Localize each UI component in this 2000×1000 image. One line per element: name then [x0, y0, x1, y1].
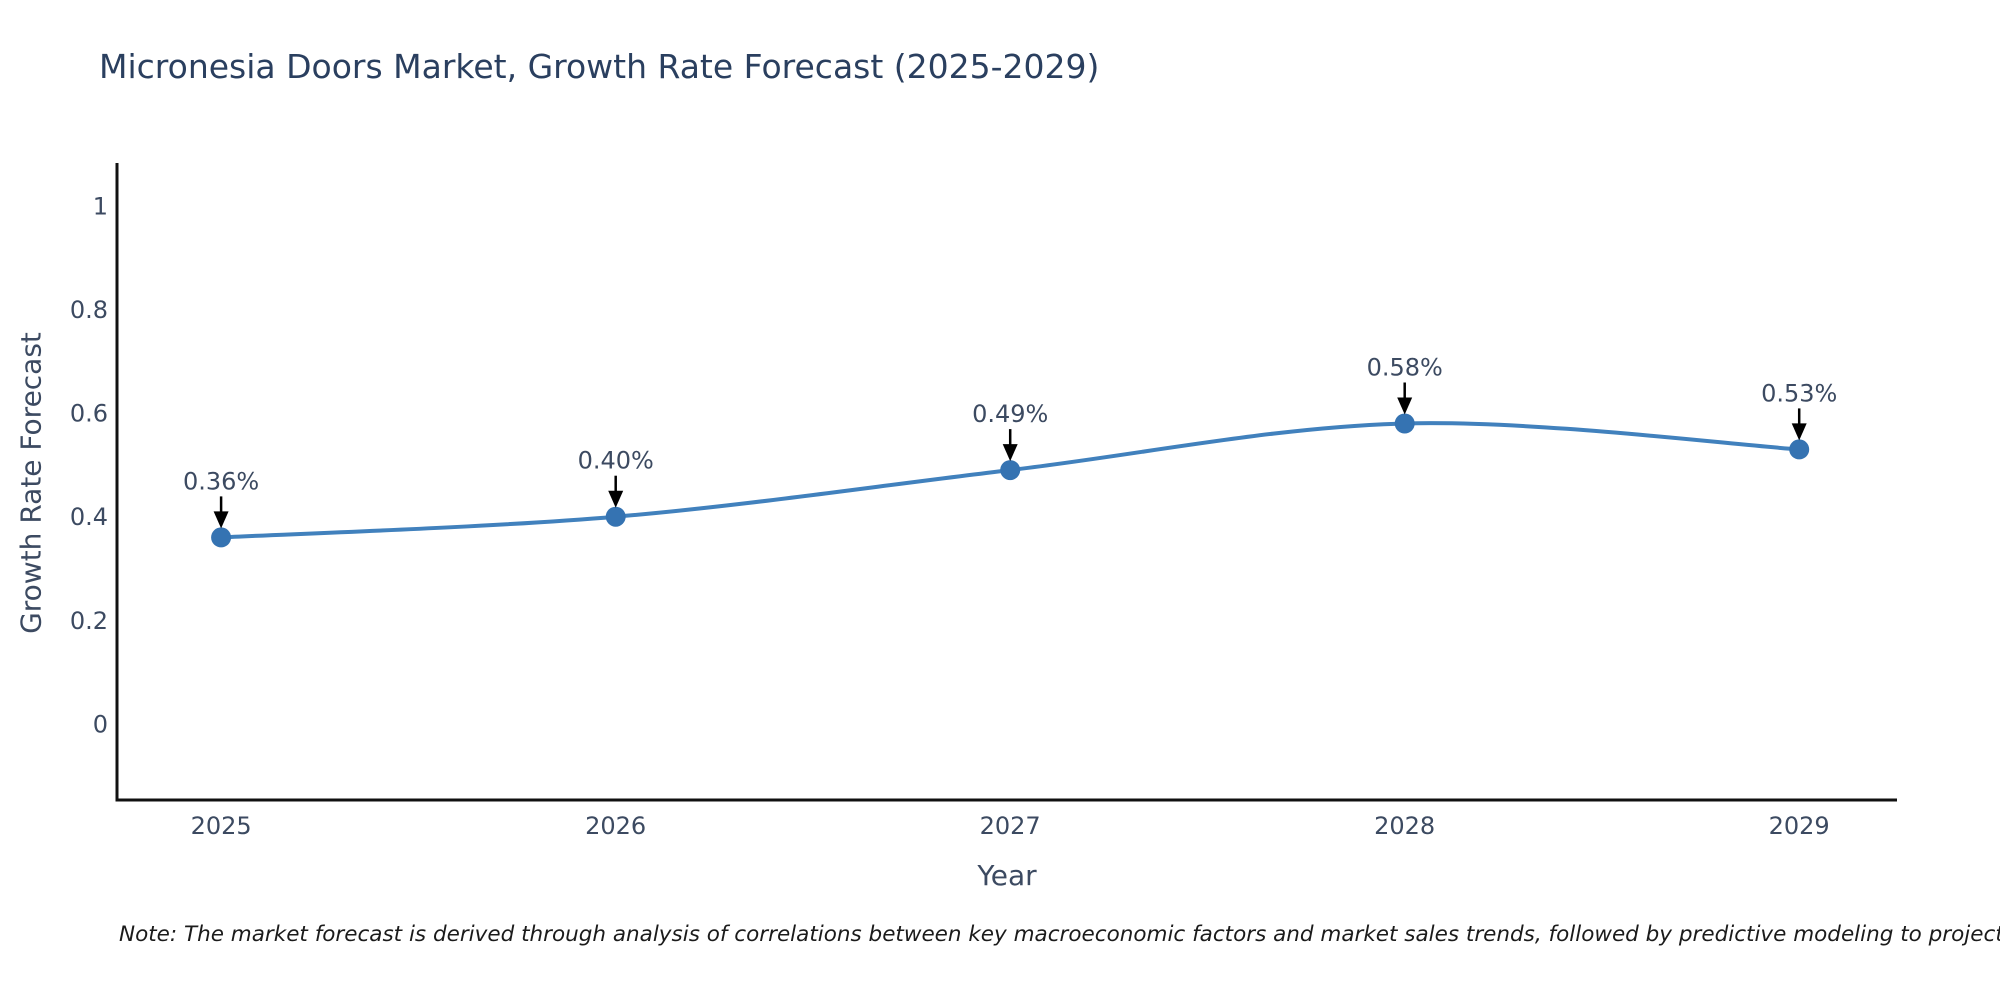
- annotation-arrowhead: [1397, 397, 1413, 415]
- y-tick-label: 0.2: [70, 607, 108, 635]
- data-point-marker: [211, 527, 232, 548]
- point-value-label: 0.36%: [183, 467, 259, 495]
- point-value-label: 0.58%: [1367, 354, 1443, 382]
- y-tick-label: 0.4: [70, 503, 108, 531]
- y-tick-label: 0.6: [70, 400, 108, 428]
- annotation-arrowhead: [1791, 423, 1807, 441]
- chart-title: Micronesia Doors Market, Growth Rate For…: [99, 47, 1100, 86]
- x-tick-label: 2028: [1374, 812, 1435, 840]
- data-point-marker: [1789, 439, 1810, 460]
- x-tick-label: 2027: [980, 812, 1041, 840]
- x-tick-label: 2029: [1769, 812, 1830, 840]
- y-tick-label: 0: [93, 710, 108, 738]
- point-value-label: 0.49%: [972, 400, 1048, 428]
- data-point-marker: [1394, 413, 1415, 434]
- footnote-text: Note: The market forecast is derived thr…: [119, 922, 2000, 947]
- annotation-arrowhead: [213, 511, 229, 529]
- x-tick-label: 2026: [585, 812, 646, 840]
- x-tick-label: 2025: [191, 812, 252, 840]
- annotation-arrowhead: [608, 490, 624, 508]
- data-point-marker: [605, 506, 626, 527]
- annotation-arrowhead: [1002, 444, 1018, 462]
- x-axis-title: Year: [977, 859, 1037, 892]
- point-value-label: 0.40%: [578, 447, 654, 475]
- y-tick-label: 1: [93, 192, 108, 220]
- point-value-label: 0.53%: [1761, 379, 1837, 407]
- y-tick-label: 0.8: [70, 296, 108, 324]
- data-point-marker: [1000, 460, 1021, 481]
